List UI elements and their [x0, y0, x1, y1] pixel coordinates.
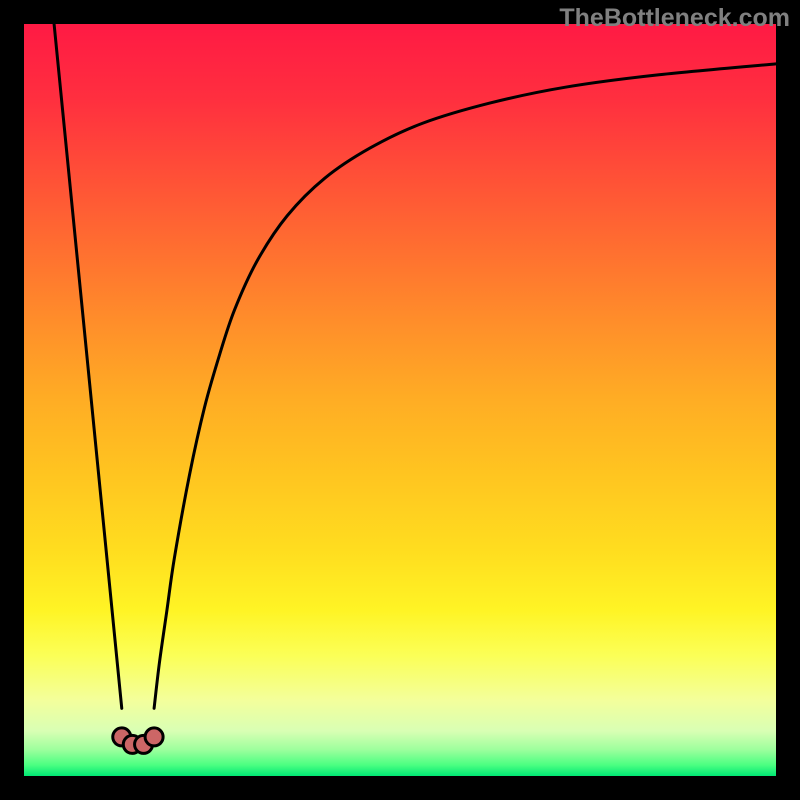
gradient-background [24, 24, 776, 776]
watermark-text: TheBottleneck.com [559, 4, 790, 33]
marker-dot-3 [145, 728, 163, 746]
chart-svg [24, 24, 776, 776]
chart-container: TheBottleneck.com [0, 0, 800, 800]
plot-area [24, 24, 776, 776]
